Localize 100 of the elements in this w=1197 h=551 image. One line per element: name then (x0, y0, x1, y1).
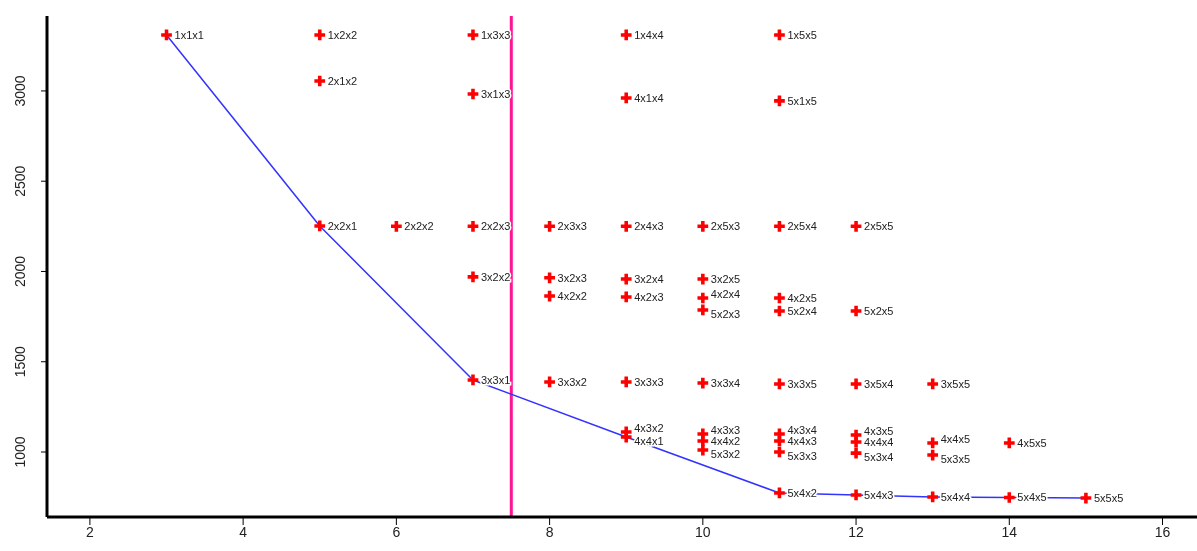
annotation: 1x1x1 (174, 28, 204, 41)
point (774, 29, 785, 41)
annotation: 4x2x2 (557, 289, 587, 302)
annotation: 5x5x5 (1093, 491, 1124, 504)
annotation: 4x4x3 (787, 434, 817, 447)
annotation: 1x4x4 (634, 28, 664, 41)
annotation: 5x3x2 (710, 447, 741, 460)
x-tick-label: 12 (848, 523, 865, 540)
annotation: 3x3x2 (557, 375, 587, 388)
point (774, 378, 785, 390)
annotation: 4x1x4 (634, 91, 664, 104)
y-tick-label: 3000 (12, 75, 28, 107)
x-tick-label: 8 (545, 523, 554, 540)
annotation: 3x2x3 (557, 271, 587, 284)
annotation: 4x3x4 (787, 423, 817, 436)
point (544, 376, 555, 388)
point (697, 435, 709, 447)
point (467, 271, 479, 283)
point (697, 273, 709, 285)
y-tick-label: 2500 (12, 165, 28, 197)
point (697, 220, 709, 232)
annotation: 4x2x3 (634, 290, 664, 303)
annotation: 5x2x5 (864, 304, 894, 317)
annotation: 3x3x3 (634, 375, 664, 388)
point (927, 437, 939, 449)
point (161, 29, 172, 41)
point (467, 29, 479, 41)
annotation: 2x5x5 (864, 220, 894, 233)
annotation: 4x5x5 (1017, 436, 1047, 449)
point (314, 75, 326, 87)
point (774, 305, 785, 317)
point (697, 377, 709, 389)
annotation: 5x3x3 (787, 449, 817, 462)
point (774, 446, 785, 458)
annotation: 4x4x1 (634, 434, 664, 447)
annotation: 3x5x4 (864, 377, 894, 390)
point (620, 376, 632, 388)
point (544, 290, 555, 302)
point (850, 305, 862, 317)
point (620, 29, 632, 41)
point (774, 292, 785, 304)
annotation: 5x1x5 (787, 94, 817, 107)
annotation: 5x3x5 (940, 452, 971, 465)
annotation: 4x3x2 (634, 421, 664, 434)
point (850, 489, 862, 501)
point (620, 291, 632, 303)
x-tick-label: 14 (1001, 523, 1018, 540)
annotation: 3x2x2 (480, 270, 511, 283)
point (927, 378, 939, 390)
annotation: 3x3x5 (787, 377, 817, 390)
point (774, 95, 785, 107)
point (850, 220, 862, 232)
annotation: 3x3x4 (710, 376, 741, 389)
annotation: 3x5x5 (940, 377, 971, 390)
y-tick-label: 1500 (12, 345, 28, 378)
y-tick-label: 1000 (12, 436, 28, 468)
annotation: 1x5x5 (787, 28, 817, 41)
point (467, 88, 479, 100)
point (697, 304, 709, 316)
annotation: 5x3x4 (864, 450, 894, 463)
annotation: 4x2x5 (787, 291, 817, 304)
point (774, 487, 785, 499)
annotation: 3x3x1 (480, 373, 511, 386)
point (927, 491, 939, 503)
annotation: 2x2x2 (404, 220, 434, 233)
x-tick-label: 2 (86, 523, 95, 540)
point (774, 435, 785, 447)
annotation: 4x2x4 (710, 287, 741, 300)
x-tick-label: 4 (239, 523, 248, 540)
annotation: 2x2x3 (480, 220, 511, 233)
point (697, 292, 709, 304)
x-tick-label: 16 (1154, 523, 1171, 540)
annotation: 3x1x3 (480, 87, 511, 100)
annotation: 2x1x2 (327, 74, 358, 87)
point (850, 447, 862, 459)
annotation: 4x4x5 (940, 432, 971, 445)
annotation: 4x4x2 (710, 434, 741, 447)
point (620, 273, 632, 285)
point (467, 220, 479, 232)
point (850, 378, 862, 390)
point (544, 272, 555, 284)
x-tick-label: 6 (392, 523, 401, 540)
annotation: 1x2x2 (327, 28, 358, 41)
annotation: 2x4x3 (634, 220, 664, 233)
point (620, 220, 632, 232)
annotation: 2x3x3 (557, 220, 587, 233)
annotation: 2x2x1 (327, 219, 358, 232)
point (1080, 492, 1092, 504)
point (314, 220, 326, 232)
point (467, 374, 479, 386)
annotation: 4x3x3 (710, 423, 741, 436)
point (1003, 437, 1015, 449)
x-tick-label: 10 (695, 523, 711, 540)
annotation: 1x3x3 (480, 28, 511, 41)
y-tick-label: 2000 (12, 255, 28, 288)
point (850, 436, 862, 448)
annotation: 2x5x4 (787, 220, 817, 233)
point (697, 444, 709, 456)
annotation: 5x2x3 (710, 307, 741, 320)
annotation: 3x2x5 (710, 272, 741, 285)
